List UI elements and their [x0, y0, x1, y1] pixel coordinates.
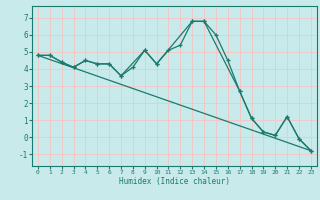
X-axis label: Humidex (Indice chaleur): Humidex (Indice chaleur) — [119, 177, 230, 186]
